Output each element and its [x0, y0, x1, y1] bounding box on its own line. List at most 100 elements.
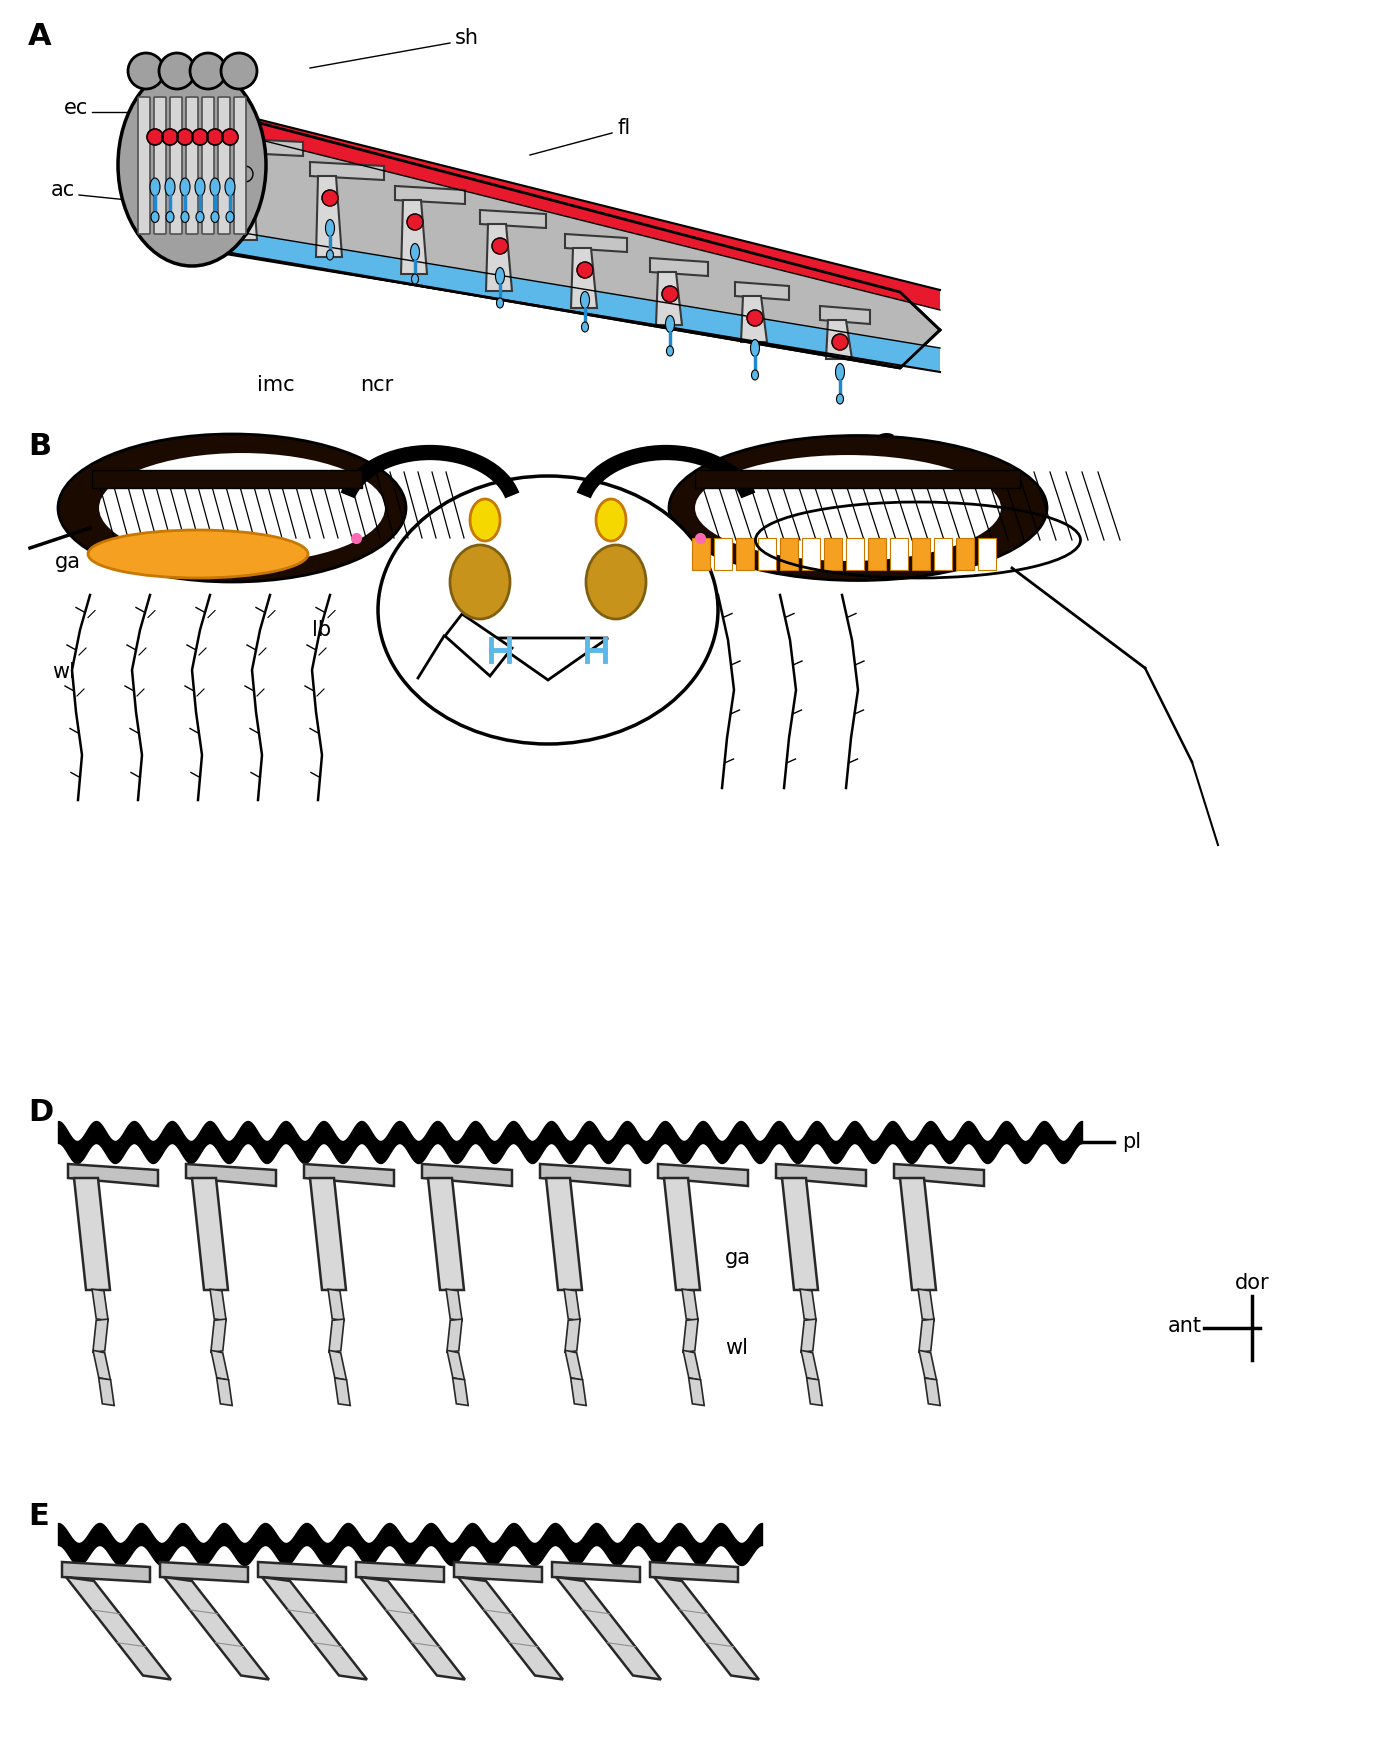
Polygon shape: [546, 1179, 582, 1290]
Polygon shape: [211, 1350, 228, 1380]
Polygon shape: [395, 187, 465, 204]
Ellipse shape: [88, 530, 308, 578]
Polygon shape: [571, 248, 596, 308]
Text: fl: fl: [617, 118, 631, 137]
Bar: [692, 537, 710, 569]
Polygon shape: [92, 470, 363, 488]
Ellipse shape: [118, 63, 266, 266]
Polygon shape: [329, 1350, 347, 1380]
Bar: [890, 537, 909, 569]
Polygon shape: [657, 271, 682, 324]
Circle shape: [176, 129, 193, 144]
Polygon shape: [654, 1577, 759, 1679]
Ellipse shape: [181, 178, 190, 196]
Ellipse shape: [752, 370, 759, 381]
Polygon shape: [826, 321, 853, 359]
Polygon shape: [192, 1179, 228, 1290]
Polygon shape: [262, 1577, 367, 1679]
Bar: [979, 537, 995, 569]
Polygon shape: [900, 1179, 937, 1290]
Ellipse shape: [160, 53, 195, 90]
FancyBboxPatch shape: [186, 97, 197, 234]
Polygon shape: [801, 1320, 816, 1351]
Bar: [956, 537, 974, 569]
Polygon shape: [564, 1320, 580, 1351]
Polygon shape: [452, 1378, 468, 1406]
Polygon shape: [689, 1378, 704, 1406]
Ellipse shape: [167, 211, 174, 222]
Polygon shape: [231, 152, 258, 240]
Polygon shape: [304, 1165, 393, 1186]
Polygon shape: [92, 1350, 111, 1380]
Polygon shape: [556, 1577, 661, 1679]
Polygon shape: [164, 1577, 269, 1679]
Polygon shape: [682, 1290, 699, 1320]
Bar: [714, 537, 732, 569]
Text: D: D: [28, 1098, 53, 1128]
Ellipse shape: [195, 178, 204, 196]
Ellipse shape: [497, 298, 504, 308]
Bar: [911, 537, 930, 569]
Polygon shape: [309, 1179, 346, 1290]
FancyBboxPatch shape: [154, 97, 167, 234]
Polygon shape: [895, 1165, 984, 1186]
Ellipse shape: [837, 395, 843, 403]
Ellipse shape: [241, 226, 249, 236]
Circle shape: [322, 190, 337, 206]
Circle shape: [662, 285, 678, 301]
Ellipse shape: [221, 53, 258, 90]
Text: sh: sh: [455, 28, 479, 48]
Polygon shape: [735, 282, 790, 300]
Text: C: C: [872, 432, 895, 462]
Polygon shape: [92, 1290, 108, 1320]
Ellipse shape: [196, 211, 204, 222]
Polygon shape: [918, 1320, 934, 1351]
Polygon shape: [447, 1290, 462, 1320]
Ellipse shape: [836, 363, 844, 381]
Circle shape: [491, 238, 508, 254]
Polygon shape: [776, 1165, 867, 1186]
Polygon shape: [658, 1165, 748, 1186]
Polygon shape: [566, 234, 627, 252]
Text: ga: ga: [725, 1247, 750, 1269]
Polygon shape: [225, 137, 302, 157]
Ellipse shape: [666, 345, 673, 356]
Ellipse shape: [181, 211, 189, 222]
Polygon shape: [447, 1350, 465, 1380]
Polygon shape: [489, 638, 608, 680]
Polygon shape: [400, 201, 427, 275]
Polygon shape: [564, 1290, 580, 1320]
Ellipse shape: [98, 453, 386, 564]
Ellipse shape: [449, 544, 510, 618]
Polygon shape: [210, 1290, 227, 1320]
Polygon shape: [540, 1165, 630, 1186]
Text: pl: pl: [1121, 1131, 1141, 1152]
Text: ant: ant: [1168, 1316, 1203, 1336]
Polygon shape: [480, 210, 546, 227]
Polygon shape: [360, 1577, 465, 1679]
Polygon shape: [650, 1561, 738, 1582]
Ellipse shape: [151, 211, 160, 222]
Polygon shape: [211, 1320, 227, 1351]
Polygon shape: [447, 1320, 462, 1351]
Text: ncr: ncr: [360, 375, 393, 395]
Bar: [757, 537, 776, 569]
Polygon shape: [165, 95, 939, 310]
Ellipse shape: [211, 211, 218, 222]
Ellipse shape: [165, 178, 175, 196]
Polygon shape: [454, 1561, 542, 1582]
Polygon shape: [335, 1378, 350, 1406]
Polygon shape: [683, 1320, 699, 1351]
Text: lb: lb: [312, 620, 332, 640]
Text: dor: dor: [1235, 1272, 1270, 1293]
Bar: [934, 537, 952, 569]
Ellipse shape: [225, 211, 234, 222]
Polygon shape: [783, 1179, 818, 1290]
Polygon shape: [486, 224, 512, 291]
Polygon shape: [799, 1290, 816, 1320]
Bar: [846, 537, 864, 569]
Polygon shape: [186, 1165, 276, 1186]
Polygon shape: [165, 99, 939, 368]
Polygon shape: [694, 470, 1021, 488]
Text: ac: ac: [50, 180, 76, 201]
